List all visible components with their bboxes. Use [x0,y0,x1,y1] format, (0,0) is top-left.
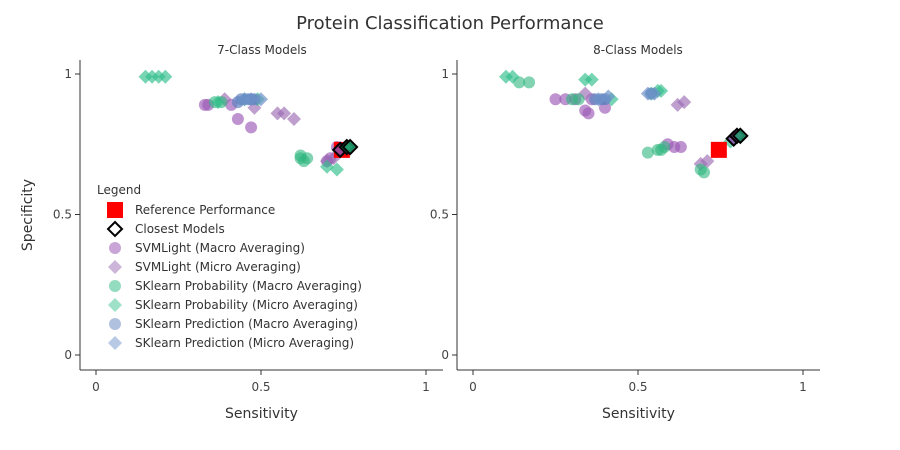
legend-marker [106,220,124,238]
data-point-skp-micro [158,69,173,84]
data-point-svm-micro [287,111,301,126]
x-axis-title: Sensitivity [225,406,298,422]
data-point-skp-macro [641,146,654,159]
chart-title: Protein Classification Performance [296,13,604,34]
y-axis-title: Specificity [20,179,36,251]
legend-marker [108,336,122,350]
legend-title: Legend [97,183,141,197]
data-point-skp-micro [320,159,334,174]
y-tick-label: 1 [64,67,72,81]
data-point-reference [710,141,727,158]
data-point-skp-micro [505,69,520,84]
data-point-svm-macro [549,93,562,106]
legend-label: SKlearn Prediction (Micro Averaging) [135,336,354,350]
chart-panel-2: 8-Class Models 0 0.5 1 0 0.5 1 Sensitivity [430,43,820,422]
data-point-svm-macro [674,141,687,154]
y-tick-label: 1 [441,67,449,81]
legend-marker [109,318,121,330]
legend-item: Reference Performance [107,202,275,218]
data-point-svm-macro [231,112,244,125]
data-point-skp-macro [301,152,314,165]
legend-item: SKlearn Probability (Macro Averaging) [109,279,362,293]
y-tick-label: 0 [64,348,72,362]
legend-item: SVMLight (Micro Averaging) [108,260,301,274]
data-point-skpred-micro [254,92,268,107]
data-point-svm-macro [582,107,595,120]
data-point-skpred-micro [591,92,606,107]
data-point-closest [341,138,359,156]
x-tick-label: 0 [469,380,477,394]
x-tick-label: 1 [799,380,807,394]
data-point-closest [731,127,749,145]
y-tick-label: 0.5 [53,208,72,222]
legend-item: Closest Models [106,220,225,238]
x-tick-label: 0.5 [628,380,647,394]
y-tick-label: 0 [441,348,449,362]
panel-subtitle: 7-Class Models [217,43,307,57]
data-point-skpred-micro [647,86,662,101]
data-point-skp-macro [572,93,585,106]
legend-marker [109,242,121,254]
legend-item: SVMLight (Macro Averaging) [109,241,305,255]
x-tick-label: 1 [422,380,430,394]
data-point-svm-macro [245,121,258,134]
legend-label: SKlearn Probability (Macro Averaging) [135,279,362,293]
legend-item: SKlearn Probability (Micro Averaging) [108,298,358,312]
legend-label: Closest Models [135,222,225,236]
y-tick-label: 0.5 [430,208,449,222]
x-tick-label: 0.5 [251,380,270,394]
data-point-svm-micro [677,95,692,110]
legend-label: SVMLight (Macro Averaging) [135,241,305,255]
legend-item: SKlearn Prediction (Micro Averaging) [108,336,354,350]
x-tick-label: 0 [92,380,100,394]
data-point-skp-macro [523,76,536,89]
chart-panels: 7-Class Models 0 0.5 1 0 0.5 1 Sensitivity Speci… [20,43,820,422]
data-point-skp-micro [584,72,599,87]
legend-marker [109,280,121,292]
data-point-skp-macro [658,141,671,154]
chart-legend: Legend Reference Performance Closest Model… [97,183,362,350]
data-point-skpred-micro [601,89,616,104]
chart-panel-1: 7-Class Models 0 0.5 1 0 0.5 1 Sensitivity Speci… [20,43,443,422]
panel-subtitle: 8-Class Models [593,43,683,57]
legend-marker [107,202,123,218]
legend-label: SVMLight (Micro Averaging) [135,260,301,274]
data-point-skp-macro [698,166,710,179]
legend-label: SKlearn Probability (Micro Averaging) [135,298,358,312]
data-point-skp-micro [329,162,344,177]
data-point-skpred-micro [244,92,259,107]
legend-label: Reference Performance [135,203,275,217]
legend-marker [108,260,122,274]
legend-marker [108,298,122,312]
data-point-skp-micro [211,95,226,110]
x-axis-title: Sensitivity [602,406,675,422]
data-point-svm-micro [277,106,292,121]
legend-label: SKlearn Prediction (Macro Averaging) [135,317,358,331]
legend-item: SKlearn Prediction (Macro Averaging) [109,317,358,331]
